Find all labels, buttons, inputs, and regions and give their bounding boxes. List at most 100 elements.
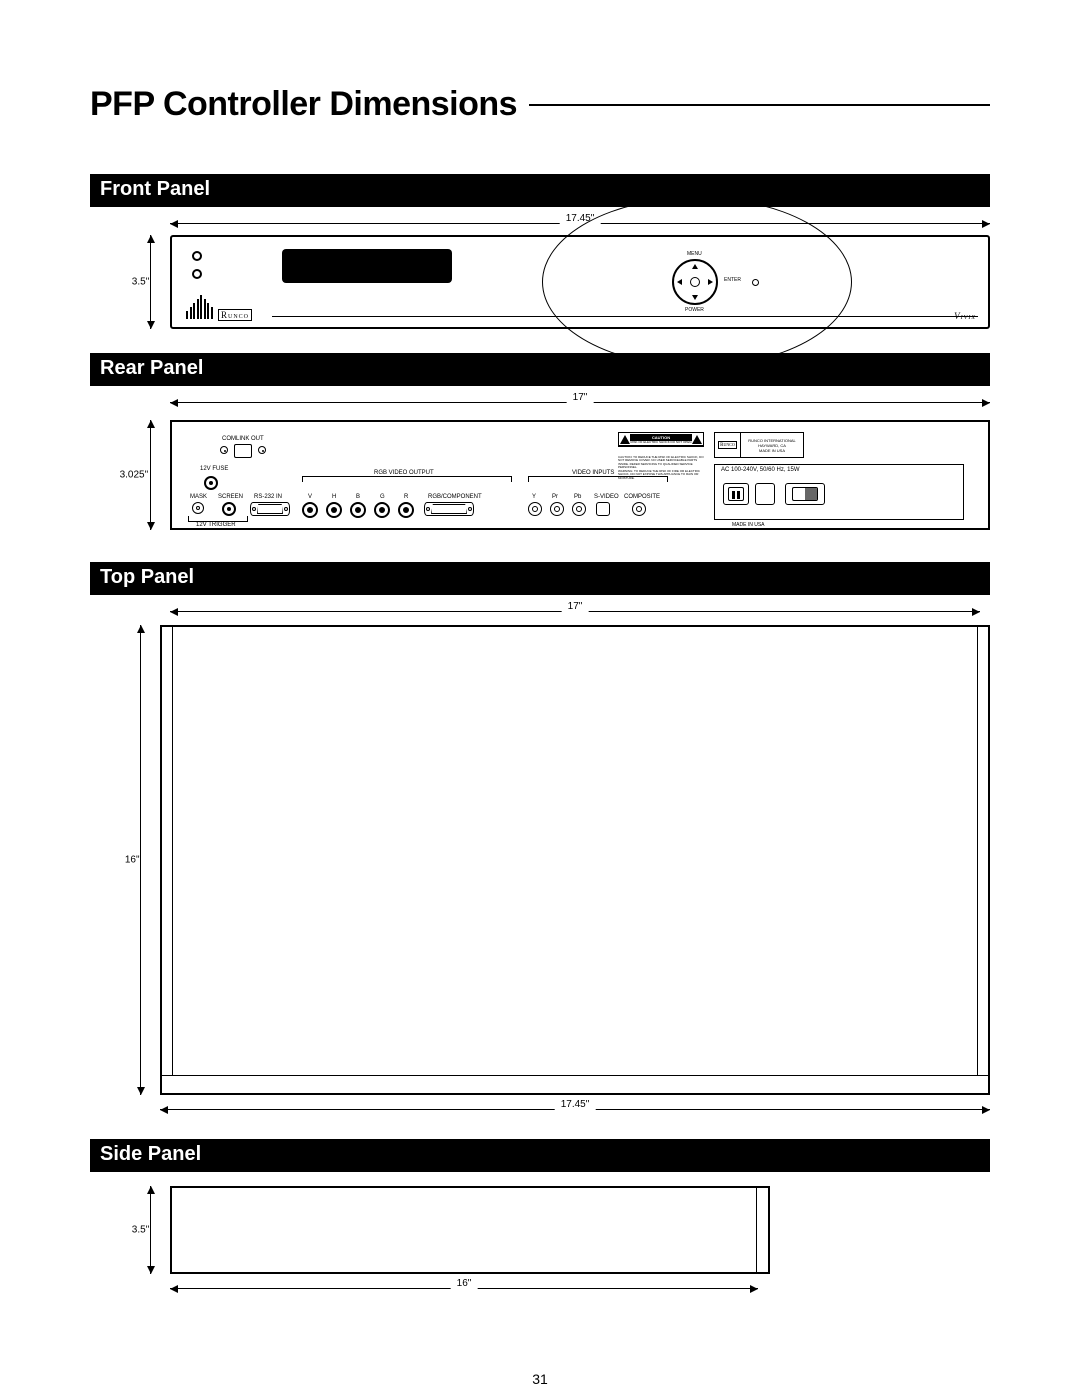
rear-rca-y <box>528 502 542 516</box>
rear-iec-inlet <box>723 483 749 505</box>
caution-text2: WARNING: TO REDUCE THE RISK OF FIRE OR E… <box>618 470 704 480</box>
front-height-label: 3.5" <box>132 277 149 288</box>
side-height-label: 3.5" <box>132 1225 149 1236</box>
rear-composite-label: COMPOSITE <box>624 494 660 500</box>
rear-power-label: AC 100-240V, 50/60 Hz, 15W <box>721 467 800 473</box>
joypad-right-icon <box>708 279 713 285</box>
rear-h: H <box>332 494 336 500</box>
front-panel-header: Front Panel <box>90 174 990 207</box>
rear-rgbout-bracket <box>302 476 512 482</box>
front-panel-area: 17.45" 3.5" MENU ENTER POWER Runco <box>90 211 990 341</box>
rear-width-label: 17" <box>567 392 594 403</box>
rear-bnc-r <box>398 502 414 518</box>
rear-height-label: 3.025" <box>120 470 149 481</box>
top-panel-header: Top Panel <box>90 562 990 595</box>
rear-vidin-label: VIDEO INPUTS <box>570 470 616 476</box>
top-panel-drawing <box>160 625 990 1095</box>
joypad-down-icon <box>692 295 698 300</box>
rear-rca-pb <box>572 502 586 516</box>
rear-height-dim: 3.025" <box>150 420 151 530</box>
rear-power-plate: AC 100-240V, 50/60 Hz, 15W <box>714 464 964 520</box>
front-led-power <box>752 279 759 286</box>
top-width-label-top: 17" <box>562 601 589 612</box>
rear-b: B <box>356 494 360 500</box>
page-number: 31 <box>532 1371 548 1387</box>
rear-comlink-port <box>234 444 252 458</box>
top-inner-1 <box>172 627 978 1075</box>
rear-bnc-g <box>374 502 390 518</box>
top-panel-area: 17" 16" 17.45" <box>90 599 990 1129</box>
rear-power-switch <box>785 483 825 505</box>
rear-trigger-label: 12V TRIGGER <box>196 522 236 528</box>
rear-rca-pr <box>550 502 564 516</box>
joypad-up-icon <box>692 264 698 269</box>
rear-g: G <box>380 494 385 500</box>
top-width-dim-top: 17" <box>170 611 980 612</box>
rear-panel-area: 17" 3.025" COMLINK OUT 12V FUSE MASK SCR… <box>90 390 990 550</box>
side-front-lip <box>756 1188 768 1272</box>
runco-bars-icon <box>186 295 213 319</box>
rear-made-label: MADE IN USA <box>732 522 765 528</box>
rear-screen-label: SCREEN <box>218 494 243 500</box>
page-title-row: PFP Controller Dimensions <box>90 85 990 124</box>
rear-fuse-label: 12V FUSE <box>200 466 228 472</box>
side-panel-area: 3.5" 16" <box>90 1176 990 1316</box>
rear-composite-port <box>632 502 646 516</box>
joy-label-enter: ENTER <box>724 277 741 283</box>
top-front-lip <box>162 1075 988 1093</box>
top-width-label-bottom: 17.45" <box>555 1099 596 1110</box>
top-height-dim: 16" <box>140 625 141 1095</box>
rear-bnc-h <box>326 502 342 518</box>
rear-fuse-holder <box>755 483 775 505</box>
rear-width-dim: 17" <box>170 402 990 403</box>
joy-label-power: POWER <box>685 307 704 313</box>
joypad-left-icon <box>677 279 682 285</box>
rear-svideo-label: S-VIDEO <box>594 494 619 500</box>
side-width-dim: 16" <box>170 1288 758 1289</box>
rear-mask-jack <box>192 502 204 514</box>
rear-svideo-port <box>596 502 610 516</box>
rear-company-plate: Runco RUNCO INTERNATIONAL HAYWARD, CA MA… <box>714 432 804 458</box>
rear-bnc-v <box>302 502 318 518</box>
rear-screen-jack <box>222 502 236 516</box>
rear-y: Y <box>532 494 536 500</box>
rear-rgbout-label: RGB VIDEO OUTPUT <box>372 470 436 476</box>
plate-made: MADE IN USA <box>759 448 785 453</box>
side-panel-drawing <box>170 1186 770 1274</box>
rear-comlink-screw-r <box>258 446 266 454</box>
top-width-dim-bottom: 17.45" <box>160 1109 990 1110</box>
caution-sub: RISK OF ELECTRIC SHOCK DO NOT OPEN <box>630 441 692 444</box>
caution-triangle-right-icon <box>692 435 702 444</box>
rear-rs232-label: RS-232 IN <box>254 494 282 500</box>
front-led-2 <box>192 269 202 279</box>
plate-brand: Runco <box>718 441 737 449</box>
rear-panel-drawing: COMLINK OUT 12V FUSE MASK SCREEN 12V TRI… <box>170 420 990 530</box>
rear-caution-plate: CAUTION RISK OF ELECTRIC SHOCK DO NOT OP… <box>618 432 704 447</box>
joy-label-menu: MENU <box>687 251 702 257</box>
rear-rgbcomp-label: RGB/COMPONENT <box>428 494 482 500</box>
page-title: PFP Controller Dimensions <box>90 85 517 124</box>
rear-pr: Pr <box>552 494 558 500</box>
side-height-dim: 3.5" <box>150 1186 151 1274</box>
front-width-dim: 17.45" <box>170 223 990 224</box>
side-panel-header: Side Panel <box>90 1139 990 1172</box>
front-display <box>282 249 452 283</box>
rear-pb: Pb <box>574 494 581 500</box>
rear-comlink-screw-l <box>220 446 228 454</box>
rear-bnc-b <box>350 502 366 518</box>
title-rule <box>529 104 990 106</box>
caution-triangle-left-icon <box>620 435 630 444</box>
top-height-label: 16" <box>125 855 140 866</box>
rear-panel-header: Rear Panel <box>90 353 990 386</box>
rear-rgbcomp-port <box>424 502 474 516</box>
front-joypad <box>672 259 718 305</box>
front-panel-drawing: MENU ENTER POWER Runco Vivix <box>170 235 990 329</box>
rear-r: R <box>404 494 408 500</box>
rear-rs232-port <box>250 502 290 516</box>
front-brand-runco: Runco <box>218 309 252 321</box>
rear-comlink-label: COMLINK OUT <box>222 436 264 442</box>
front-height-dim: 3.5" <box>150 235 151 329</box>
rear-fuse <box>204 476 218 490</box>
rear-mask-label: MASK <box>190 494 207 500</box>
caution-text1: CAUTION: TO REDUCE THE RISK OF ELECTRIC … <box>618 456 704 469</box>
